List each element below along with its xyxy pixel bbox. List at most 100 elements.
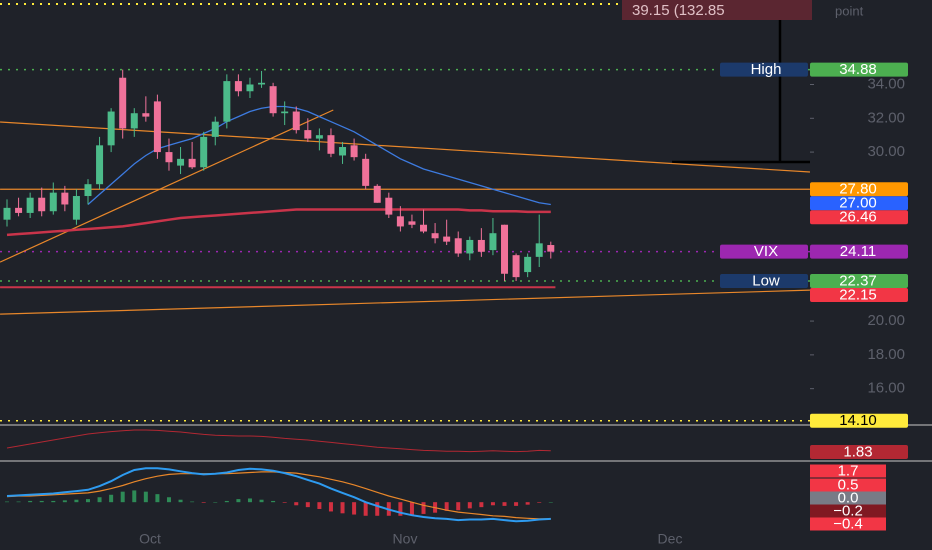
x-tick-label: Nov (393, 531, 418, 547)
candle-body (246, 84, 254, 92)
candle-body (119, 77, 127, 129)
pane-badge (810, 517, 886, 531)
moving-average (87, 105, 551, 206)
name-badge (720, 62, 808, 77)
pane-badge (810, 491, 886, 505)
candle-body (339, 147, 347, 156)
price-badge (810, 182, 908, 197)
candle-body (107, 111, 115, 146)
histogram-bar (479, 502, 484, 508)
histogram-bar (375, 502, 380, 516)
candle-body (350, 145, 358, 158)
price-badge (810, 413, 908, 428)
candle-body (211, 121, 219, 137)
candle-body (385, 197, 393, 215)
pane-badge-label: 0.0 (838, 489, 859, 506)
candle-body (142, 113, 150, 117)
candle-body (281, 111, 289, 114)
candle-body (3, 207, 11, 220)
measure-badge (622, 0, 812, 20)
y-tick-label: 32.00 (867, 109, 905, 126)
candle-body (315, 135, 323, 139)
histogram-bar (444, 502, 449, 511)
pane-badge-label: 0.5 (838, 476, 859, 493)
candle-body (72, 196, 80, 220)
histogram-bar (317, 502, 322, 509)
price-badge-label: 27.00 (839, 195, 877, 212)
candle-body (304, 130, 312, 139)
candle-body (49, 192, 57, 212)
x-tick-label: Oct (139, 531, 161, 547)
price-badge-label: 14.10 (839, 412, 877, 429)
candle-body (477, 239, 485, 252)
pane-badge (810, 464, 886, 478)
histogram-bar (16, 501, 21, 503)
name-badge (720, 244, 808, 259)
histogram-bar (502, 502, 507, 506)
histogram-bar (109, 494, 114, 503)
candle-body (396, 216, 404, 227)
histogram-bar (259, 499, 264, 503)
histogram-bar (294, 502, 299, 506)
candle-body (501, 224, 509, 274)
histogram-bar (166, 497, 171, 503)
moving-average (6, 208, 551, 237)
candle-body (269, 86, 277, 114)
histogram-bar (247, 498, 252, 503)
histogram-bar (352, 502, 357, 515)
histogram-bar (421, 502, 426, 514)
price-badge-label: 22.37 (839, 272, 877, 289)
histogram-bar (456, 502, 461, 511)
histogram-bar (74, 499, 79, 503)
candle-body (535, 243, 543, 257)
candle-body (223, 81, 231, 122)
histogram-bar (51, 500, 56, 503)
candle-body (362, 158, 370, 186)
candle-body (443, 236, 451, 242)
histogram-bar (525, 502, 530, 505)
histogram-bar (39, 500, 44, 503)
histogram-bar (514, 502, 519, 506)
histogram-bar (305, 502, 310, 508)
candle-body (96, 145, 104, 185)
histogram-bar (190, 501, 195, 503)
axis-note: point (835, 3, 864, 18)
candle-body (373, 185, 381, 203)
candle-body (234, 81, 242, 92)
x-tick-label: Dec (658, 531, 683, 547)
price-badge-label: 27.80 (839, 181, 877, 198)
name-badge (720, 274, 808, 289)
candle-body (15, 207, 23, 213)
candle-body (512, 255, 520, 278)
candle-body (188, 158, 196, 168)
histogram-bar (143, 491, 148, 503)
candle-body (420, 224, 428, 232)
histogram-bar (236, 499, 241, 503)
price-badge-label: 34.88 (839, 61, 877, 78)
histogram-bar (328, 502, 333, 512)
histogram-bar (340, 502, 345, 514)
histogram-bar (213, 502, 218, 503)
measure-label: 39.15 (132.85 (632, 2, 725, 19)
y-tick-label: 34.00 (867, 75, 905, 92)
candle-body (61, 192, 69, 205)
histogram-bar (409, 502, 414, 516)
candle-body (200, 136, 208, 168)
histogram-bar (28, 500, 33, 503)
candle-body (26, 197, 34, 213)
histogram-bar (178, 499, 183, 503)
candle-body (165, 152, 173, 163)
pane-badge-label: −0.2 (833, 502, 863, 519)
histogram-bar (363, 502, 368, 516)
name-badge-label: Low (752, 272, 780, 289)
price-badge (810, 196, 908, 211)
candle-body (547, 245, 555, 252)
histogram-bar (97, 497, 102, 503)
histogram-bar (120, 491, 125, 503)
candle-body (454, 238, 462, 254)
histogram-bar (132, 490, 137, 503)
histogram-bar (155, 494, 160, 503)
candle-body (408, 221, 416, 225)
